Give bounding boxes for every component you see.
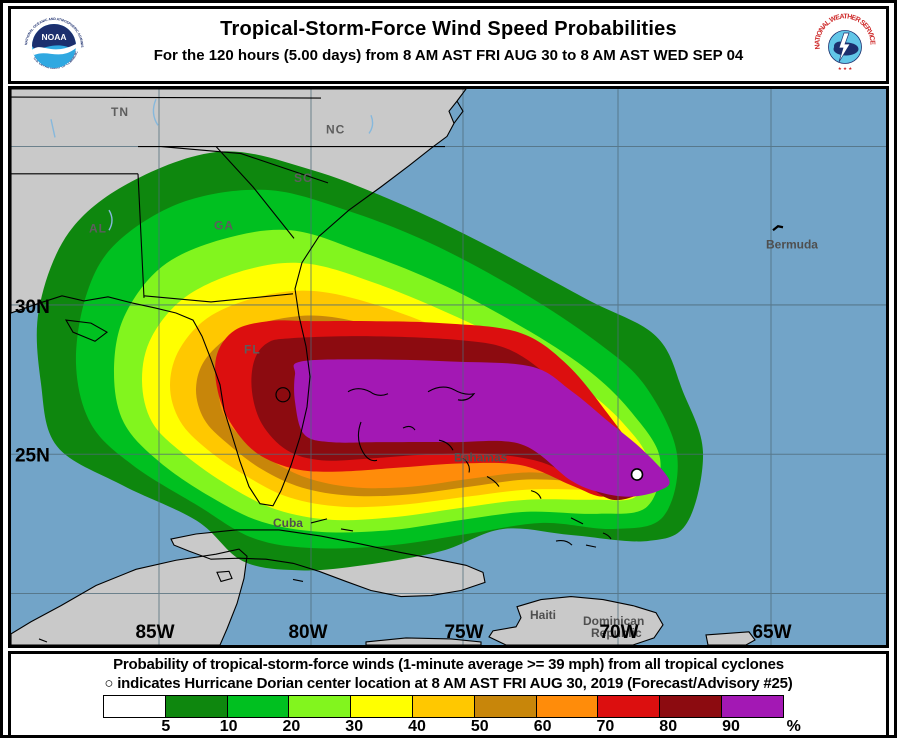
legend-tick-labels: 5 10 20 30 40 50 60 70 80 90% bbox=[104, 718, 824, 735]
noaa-emblem-sky bbox=[32, 24, 76, 51]
lat-label-25n: 25N bbox=[15, 445, 50, 466]
label-bahamas: Bahamas bbox=[454, 450, 508, 464]
legend-cell-20 bbox=[226, 695, 290, 718]
legend-cell-40 bbox=[350, 695, 413, 718]
legend-cell-60 bbox=[473, 695, 537, 718]
legend-tick-60: 60 bbox=[533, 718, 552, 735]
legend-tick-80: 80 bbox=[659, 718, 678, 735]
legend-tick-70: 70 bbox=[596, 718, 615, 735]
label-al: AL bbox=[89, 221, 107, 235]
legend-cell-% bbox=[720, 695, 784, 718]
noaa-label: NOAA bbox=[41, 32, 66, 42]
nws-lightning-icon bbox=[838, 32, 851, 63]
legend-tick-10: 10 bbox=[219, 718, 238, 735]
page-title: Tropical-Storm-Force Wind Speed Probabil… bbox=[220, 18, 677, 40]
page-subtitle: For the 120 hours (5.00 days) from 8 AM … bbox=[153, 47, 744, 64]
legend-cell-70 bbox=[535, 695, 599, 718]
rivers bbox=[50, 98, 374, 231]
footer: Probability of tropical-storm-force wind… bbox=[8, 651, 889, 735]
legend-colorbar bbox=[103, 695, 784, 718]
label-sc: SC bbox=[294, 171, 313, 185]
label-bermuda: Bermuda bbox=[766, 237, 818, 251]
label-dominican: Dominican bbox=[583, 614, 644, 628]
legend-cell-80 bbox=[597, 695, 661, 718]
legend-tick-90: 90 bbox=[722, 718, 740, 735]
footer-line1: Probability of tropical-storm-force wind… bbox=[113, 656, 784, 673]
legend-cell-10 bbox=[164, 695, 228, 718]
storm-marker-glyph: ○ bbox=[104, 675, 114, 692]
lon-label-75w: 75W bbox=[444, 622, 483, 643]
lon-label-70w: 70W bbox=[599, 622, 638, 643]
lon-label-85w: 85W bbox=[135, 622, 174, 643]
lat-label-30n: 30N bbox=[15, 297, 50, 318]
lake-okeechobee bbox=[275, 387, 291, 403]
storm-center-marker bbox=[630, 468, 644, 481]
noaa-seagull-icon bbox=[32, 44, 76, 55]
nws-logo: NATIONAL WEATHER SERVICE ★ ★ ★ bbox=[814, 13, 876, 76]
label-nc: NC bbox=[326, 122, 345, 136]
header: NATIONAL OCEANIC AND ATMOSPHERIC ADMINIS… bbox=[8, 6, 889, 84]
lon-label-65w: 65W bbox=[752, 622, 791, 643]
legend-cell-30 bbox=[288, 695, 352, 718]
legend-tick-%: % bbox=[786, 718, 801, 735]
legend-tick-5: 5 bbox=[161, 718, 171, 735]
label-ga: GA bbox=[214, 218, 234, 232]
legend-tick-50: 50 bbox=[470, 718, 489, 735]
legend-cell-90 bbox=[659, 695, 722, 718]
legend-cell-5 bbox=[103, 695, 166, 718]
legend-cell-50 bbox=[411, 695, 475, 718]
map-labels: TN NC SC AL GA FL Bermuda Cuba Haiti Dom… bbox=[15, 105, 818, 643]
header-titles: Tropical-Storm-Force Wind Speed Probabil… bbox=[101, 18, 796, 64]
label-haiti: Haiti bbox=[530, 608, 556, 622]
legend-tick-20: 20 bbox=[282, 718, 301, 735]
wind-probability-map: TN NC SC AL GA FL Bermuda Cuba Haiti Dom… bbox=[11, 89, 886, 645]
legend-tick-30: 30 bbox=[345, 718, 364, 735]
label-cuba: Cuba bbox=[273, 516, 303, 530]
legend-tick-40: 40 bbox=[408, 718, 426, 735]
noaa-logo: NATIONAL OCEANIC AND ATMOSPHERIC ADMINIS… bbox=[22, 13, 85, 76]
map-panel: TN NC SC AL GA FL Bermuda Cuba Haiti Dom… bbox=[8, 86, 889, 648]
label-tn: TN bbox=[111, 105, 129, 119]
lon-label-80w: 80W bbox=[288, 622, 327, 643]
nws-stars: ★ ★ ★ bbox=[838, 66, 854, 71]
label-fl: FL bbox=[244, 342, 261, 356]
label-republic: Republic bbox=[591, 626, 642, 640]
footer-line2: ○ indicates Hurricane Dorian center loca… bbox=[104, 675, 793, 692]
